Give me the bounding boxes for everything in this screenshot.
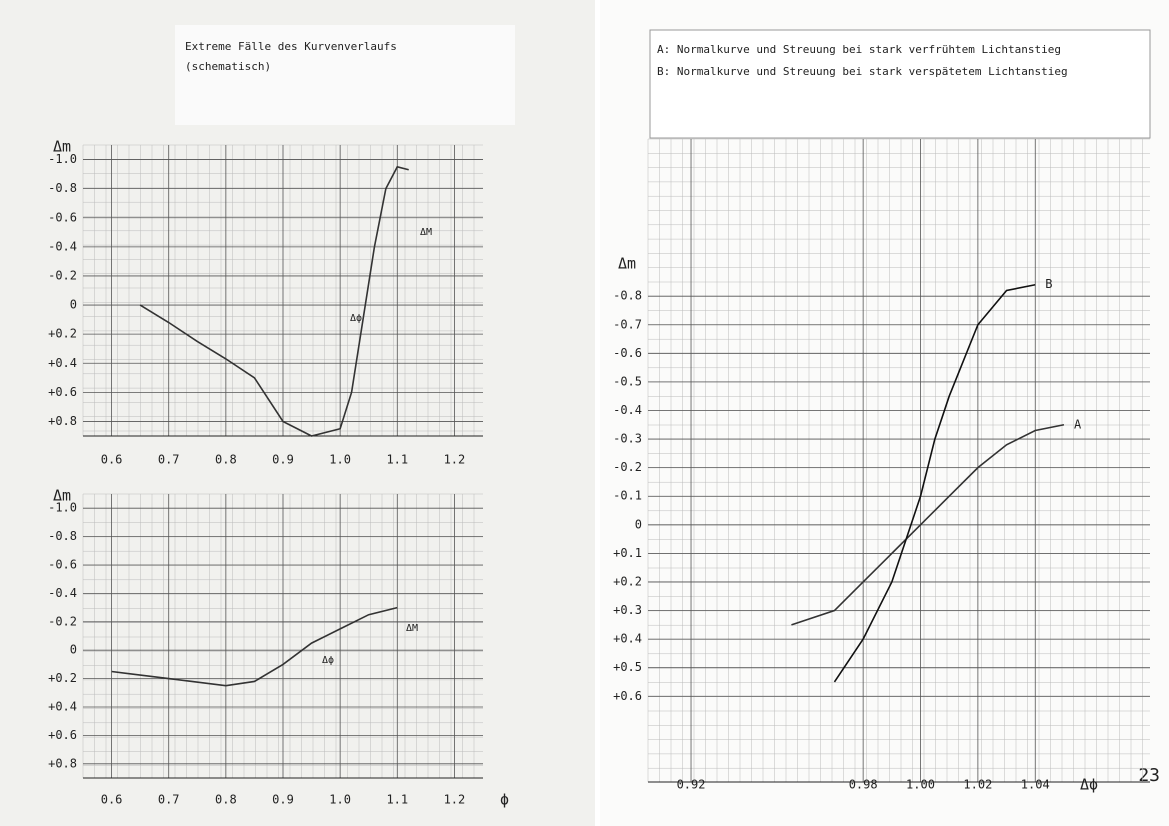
- series-label: A: [1074, 417, 1082, 431]
- x-tick-label: 0.6: [101, 793, 123, 807]
- x-tick-label: 1.2: [444, 793, 466, 807]
- y-tick-label: +0.2: [48, 671, 77, 685]
- y-tick-label: +0.4: [48, 700, 77, 714]
- chart-title: Extreme Fälle des Kurvenverlaufs: [185, 40, 397, 53]
- x-tick-label: 1.0: [329, 453, 351, 467]
- x-tick-label: 1.1: [386, 453, 408, 467]
- x-tick-label: 0.8: [215, 453, 237, 467]
- annotation: ΔM: [420, 227, 432, 238]
- y-tick-label: +0.6: [48, 728, 77, 742]
- y-tick-label: -0.2: [48, 614, 77, 628]
- x-axis-label: Δϕ: [1080, 776, 1098, 794]
- y-tick-label: +0.5: [613, 660, 642, 674]
- y-tick-label: -0.6: [48, 558, 77, 572]
- y-tick-label: -0.4: [613, 403, 642, 417]
- curve: [833, 283, 1036, 683]
- x-tick-label: 0.9: [272, 793, 294, 807]
- legend-box: [649, 29, 1151, 139]
- y-tick-label: -0.4: [48, 586, 77, 600]
- y-tick-label: -1.0: [48, 152, 77, 166]
- y-tick-label: -1.0: [48, 501, 77, 515]
- y-tick-label: -0.3: [613, 432, 642, 446]
- legend-note: B: Normalkurve und Streuung bei stark ve…: [657, 65, 1068, 78]
- y-tick-label: -0.1: [613, 489, 642, 503]
- y-tick-label: 0: [70, 643, 77, 657]
- annotation: ΔM: [406, 623, 418, 634]
- title-box: [175, 25, 515, 125]
- y-tick-label: +0.8: [48, 414, 77, 428]
- y-tick-label: +0.3: [613, 603, 642, 617]
- series-label: B: [1045, 277, 1052, 291]
- x-tick-label: 0.92: [677, 778, 706, 792]
- curve: [139, 165, 409, 437]
- y-axis-label: Δm: [53, 138, 71, 156]
- x-tick-label: 1.1: [386, 793, 408, 807]
- x-tick-label: 1.0: [329, 793, 351, 807]
- curve: [791, 423, 1065, 626]
- curve: [111, 606, 398, 687]
- page-number: 23: [1138, 765, 1160, 786]
- legend-note: A: Normalkurve und Streuung bei stark ve…: [657, 43, 1061, 56]
- y-tick-label: +0.8: [48, 756, 77, 770]
- x-tick-label: 0.7: [158, 793, 180, 807]
- annotation: Δϕ: [322, 655, 334, 666]
- chart-subtitle: (schematisch): [185, 60, 271, 73]
- x-tick-label: 1.00: [906, 778, 935, 792]
- y-tick-label: +0.4: [613, 632, 642, 646]
- x-tick-label: 1.02: [963, 778, 992, 792]
- y-tick-label: -0.8: [48, 529, 77, 543]
- y-axis-label: Δm: [618, 255, 636, 273]
- x-tick-label: 0.7: [158, 453, 180, 467]
- x-tick-label: 1.2: [444, 453, 466, 467]
- y-tick-label: +0.1: [613, 546, 642, 560]
- x-tick-label: 0.9: [272, 453, 294, 467]
- x-tick-label: 0.8: [215, 793, 237, 807]
- y-tick-label: +0.2: [613, 574, 642, 588]
- y-tick-label: -0.5: [613, 374, 642, 388]
- x-tick-label: 0.6: [101, 453, 123, 467]
- y-tick-label: -0.2: [613, 460, 642, 474]
- y-tick-label: -0.6: [48, 210, 77, 224]
- annotation: Δϕ: [350, 313, 362, 324]
- y-tick-label: 0: [635, 517, 642, 531]
- x-axis-label: ϕ: [500, 791, 509, 809]
- y-tick-label: 0: [70, 298, 77, 312]
- left-page: [0, 0, 595, 826]
- y-tick-label: +0.2: [48, 327, 77, 341]
- y-tick-label: -0.7: [613, 317, 642, 331]
- y-tick-label: -0.6: [613, 346, 642, 360]
- x-tick-label: 1.04: [1021, 778, 1050, 792]
- y-axis-label: Δm: [53, 487, 71, 505]
- y-tick-label: -0.2: [48, 268, 77, 282]
- y-tick-label: -0.8: [613, 289, 642, 303]
- x-tick-label: 0.98: [849, 778, 878, 792]
- y-tick-label: +0.6: [48, 385, 77, 399]
- y-tick-label: -0.8: [48, 181, 77, 195]
- y-tick-label: +0.6: [613, 689, 642, 703]
- y-tick-label: -0.4: [48, 239, 77, 253]
- y-tick-label: +0.4: [48, 356, 77, 370]
